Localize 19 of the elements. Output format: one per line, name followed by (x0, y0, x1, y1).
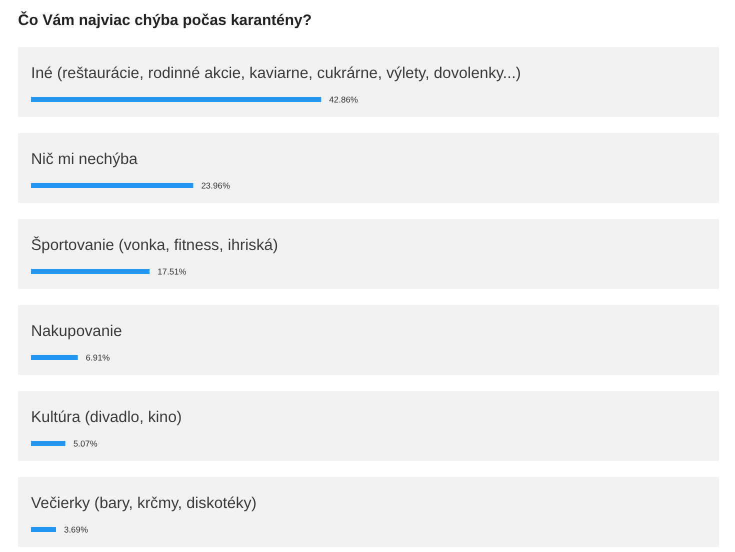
data-label: 5.07% (73, 438, 98, 448)
data-label: 42.86% (329, 94, 358, 104)
y-tick-label: Nič mi nechýba (31, 151, 138, 168)
data-label: 6.91% (86, 352, 110, 362)
data-label: 23.96% (201, 180, 230, 190)
data-label: 3.69% (64, 524, 89, 534)
y-tick-label: Iné (reštaurácie, rodinné akcie, kaviarne, cukrárne, výlety, dovolenky...) (31, 65, 521, 82)
bar (31, 97, 322, 102)
y-tick-label: Športovanie (vonka, fitness, ihriská) (31, 236, 278, 254)
bar (31, 441, 66, 446)
bar (31, 183, 194, 188)
bar (31, 355, 78, 360)
y-tick-label: Večierky (bary, krčmy, diskotéky) (31, 495, 257, 512)
bar (31, 269, 150, 274)
chart-title: Čo Vám najviac chýba počas karantény? (18, 11, 312, 29)
y-tick-label: Kultúra (divadlo, kino) (31, 409, 182, 426)
y-tick-label: Nakupovanie (31, 323, 122, 340)
data-label: 17.51% (158, 266, 187, 276)
bar (31, 527, 56, 532)
